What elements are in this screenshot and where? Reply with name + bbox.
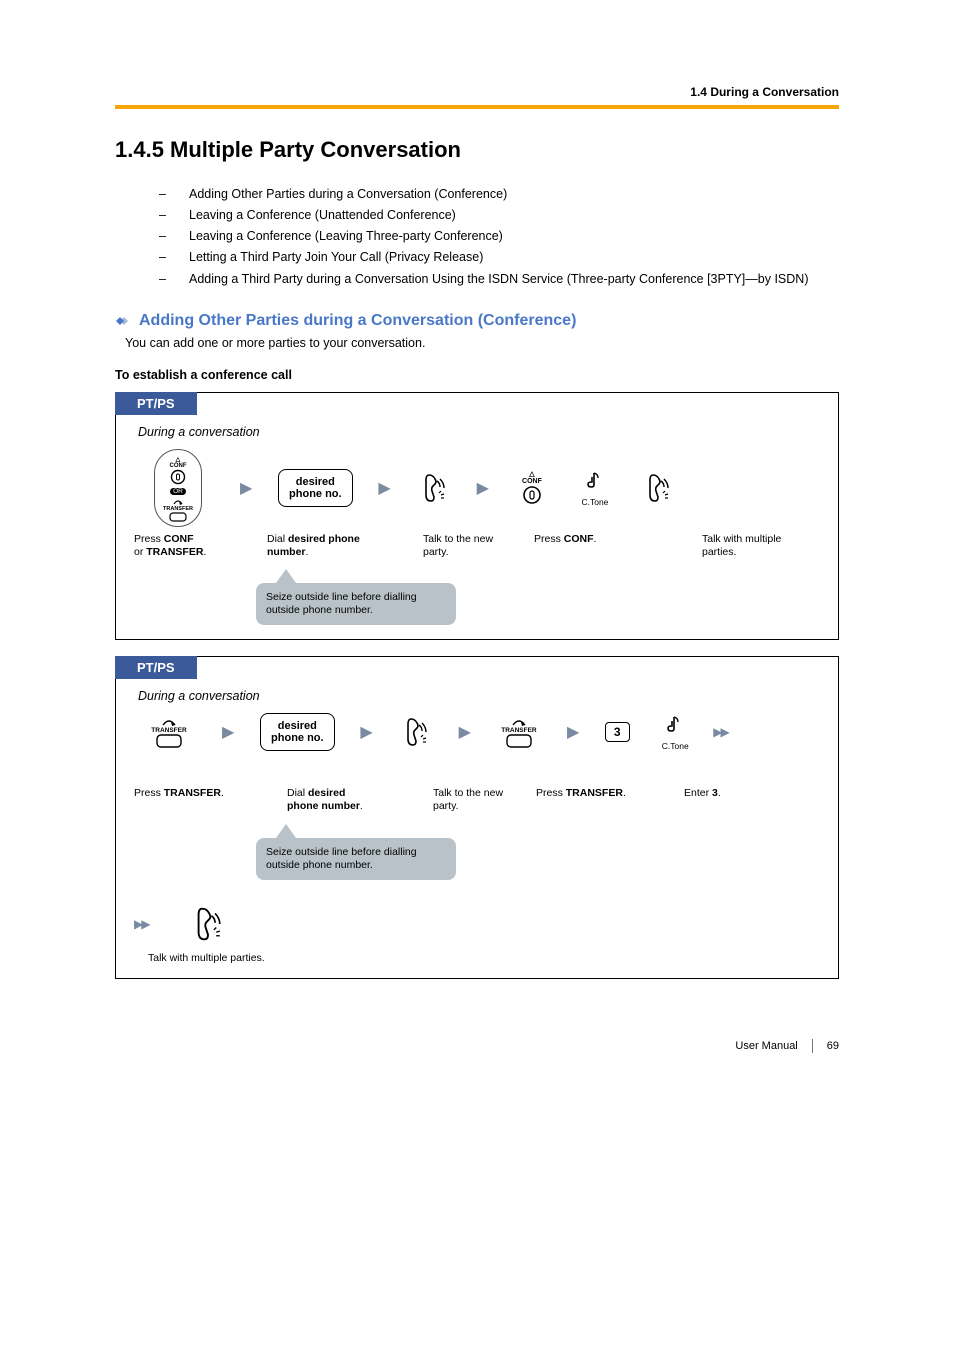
arrow-icon: ▶	[360, 722, 372, 742]
page-number: 69	[827, 1040, 839, 1052]
diamond-icon	[115, 314, 133, 328]
context-line: During a conversation	[138, 689, 838, 703]
caption: Dial desired phone number.	[287, 787, 397, 813]
caption: Talk with multiple parties.	[702, 533, 812, 559]
subhead-row: Adding Other Parties during a Conversati…	[115, 312, 839, 330]
ctone-label: C.Tone	[581, 497, 608, 507]
bullet-item: Leaving a Conference (Unattended Confere…	[189, 206, 456, 224]
proc-tab: PT/PS	[115, 392, 197, 415]
caption: Press TRANSFER.	[134, 787, 234, 800]
continue-arrow-icon: ▶▶	[134, 917, 148, 931]
tone-icon	[584, 469, 606, 491]
arrow-icon: ▶	[459, 722, 471, 742]
page-footer: User Manual 69	[115, 1039, 839, 1053]
intro-text: You can add one or more parties to your …	[125, 336, 839, 350]
transfer-button-icon: TRANSFER	[163, 498, 193, 522]
proc-tab: PT/PS	[115, 656, 197, 679]
caption: Press TRANSFER.	[536, 787, 646, 800]
procedure-box-2: PT/PS During a conversation TRANSFER ▶ d…	[115, 656, 839, 979]
header-rule	[115, 105, 839, 109]
caption: Press CONF or TRANSFER.	[134, 533, 229, 559]
ctone-label: C.Tone	[662, 741, 689, 751]
context-line: During a conversation	[138, 425, 838, 439]
arrow-icon: ▶	[222, 722, 234, 742]
footer-label: User Manual	[735, 1040, 797, 1052]
callout: Seize outside line before dialling outsi…	[256, 824, 456, 880]
phone-number-pill: desiredphone no.	[278, 469, 353, 507]
caption: Talk to the new party.	[423, 533, 498, 559]
talk-icon	[399, 715, 433, 749]
arrow-icon: ▶	[567, 722, 579, 742]
continue-arrow-icon: ▶▶	[713, 725, 727, 739]
breadcrumb: 1.4 During a Conversation	[115, 85, 839, 105]
talk-icon	[188, 904, 228, 944]
phone-number-pill: desiredphone no.	[260, 713, 335, 751]
talk-icon	[641, 471, 675, 505]
caption: Talk with multiple parties.	[148, 952, 838, 964]
or-label: OR	[170, 488, 186, 495]
key-3: 3	[605, 722, 630, 742]
conf-button-icon: △ CONF	[169, 456, 186, 485]
establish-label: To establish a conference call	[115, 368, 839, 382]
caption: Enter 3.	[684, 787, 754, 800]
tone-icon	[664, 713, 686, 735]
caption: Press CONF.	[534, 533, 624, 546]
caption: Talk to the new party.	[433, 787, 508, 813]
conf-button-icon: △ CONF	[522, 470, 542, 505]
transfer-button-icon: TRANSFER	[501, 717, 536, 748]
footer-separator	[812, 1039, 813, 1053]
bullet-item: Adding Other Parties during a Conversati…	[189, 185, 507, 203]
topic-list: –Adding Other Parties during a Conversat…	[159, 185, 839, 288]
arrow-icon: ▶	[477, 478, 489, 498]
talk-icon	[417, 471, 451, 505]
transfer-button-icon: TRANSFER	[151, 717, 186, 748]
bullet-item: Adding a Third Party during a Conversati…	[189, 270, 808, 288]
subhead-text: Adding Other Parties during a Conversati…	[139, 312, 576, 330]
conf-or-transfer-group: △ CONF OR TRANSFER	[154, 449, 202, 527]
arrow-icon: ▶	[240, 478, 252, 498]
procedure-box-1: PT/PS During a conversation △ CONF OR TR…	[115, 392, 839, 641]
bullet-item: Letting a Third Party Join Your Call (Pr…	[189, 248, 483, 266]
callout: Seize outside line before dialling outsi…	[256, 569, 456, 625]
caption: Dial desired phone number.	[267, 533, 387, 559]
arrow-icon: ▶	[378, 478, 390, 498]
bullet-item: Leaving a Conference (Leaving Three-part…	[189, 227, 503, 245]
page-title: 1.4.5 Multiple Party Conversation	[115, 137, 839, 163]
